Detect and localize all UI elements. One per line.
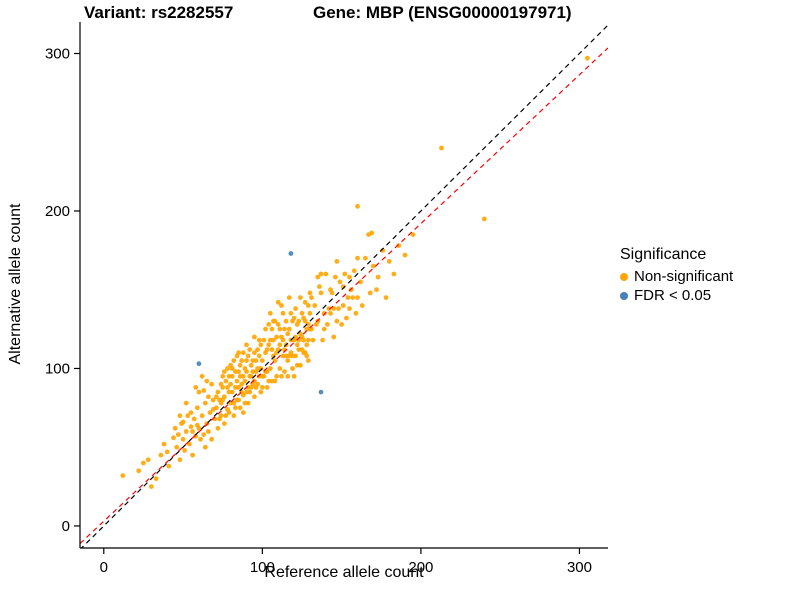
svg-text:100: 100	[250, 559, 275, 576]
legend-item-label-fdr: FDR < 0.05	[634, 287, 712, 304]
svg-text:200: 200	[408, 559, 433, 576]
nonsignificant-point-swatch	[620, 272, 628, 281]
legend-item-label-nonsignificant: Non-significant	[634, 268, 734, 285]
legend: Significance Non-significant FDR < 0.05	[620, 246, 733, 305]
legend-item-nonsignificant: Non-significant	[620, 267, 733, 286]
plot-title-gene: Gene: MBP (ENSG00000197971)	[313, 3, 572, 22]
fdr-point-swatch	[620, 291, 628, 300]
svg-text:300: 300	[567, 559, 592, 576]
svg-text:300: 300	[45, 45, 70, 62]
svg-text:200: 200	[45, 203, 70, 220]
svg-text:100: 100	[45, 360, 70, 377]
plot-title-variant: Variant: rs2282557	[84, 3, 234, 22]
y-axis-label: Alternative allele count	[7, 203, 24, 365]
svg-text:0: 0	[100, 559, 108, 576]
svg-text:0: 0	[62, 518, 70, 535]
x-axis-label: Reference allele count	[264, 564, 424, 581]
legend-item-fdr: FDR < 0.05	[620, 286, 733, 305]
legend-title: Significance	[620, 246, 707, 263]
